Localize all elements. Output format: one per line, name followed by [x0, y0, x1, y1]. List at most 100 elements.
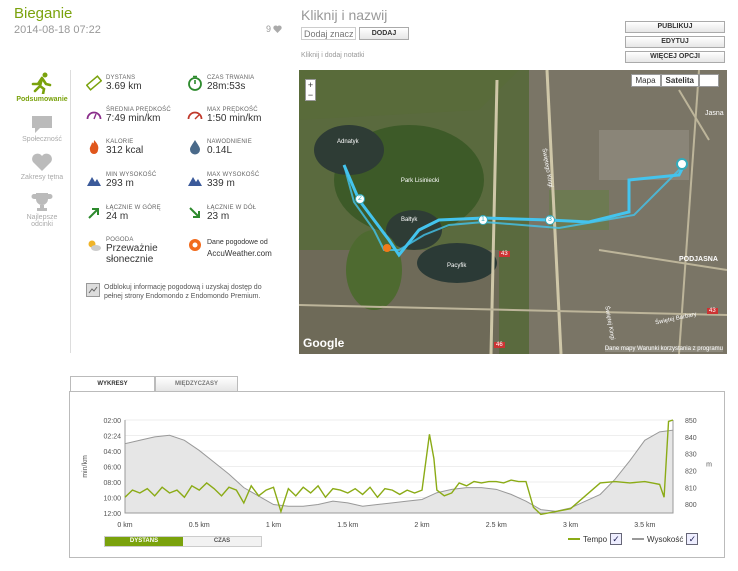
- heart-icon: [32, 153, 52, 171]
- map-type-satellite-button[interactable]: Satelita: [660, 74, 699, 87]
- y-left-tick-label: 06:00: [103, 465, 121, 472]
- stat-avg-pace: ŚREDNIA PRĘDKOŚĆ 7:49 min/km: [86, 107, 171, 124]
- road-badge: 43: [707, 308, 718, 314]
- y-left-tick-label: 04:00: [103, 449, 121, 456]
- x-tick-label: 1 km: [266, 522, 281, 529]
- accuweather-icon: [189, 239, 201, 251]
- runner-icon: [31, 72, 52, 94]
- stat-hydration: NAWODNIENIE 0.14L: [187, 139, 252, 156]
- more-options-button[interactable]: WIĘCEJ OPCJI: [625, 51, 725, 63]
- y-right-tick-label: 820: [685, 469, 697, 476]
- legend-swatch: [632, 538, 644, 540]
- sun-cloud-icon: [88, 240, 101, 251]
- x-tick-label: 3.5 km: [634, 522, 655, 529]
- speech-bubble-icon: [32, 116, 52, 133]
- sidebar-item-heart-zones[interactable]: Zakresy tętna: [14, 152, 70, 181]
- x-axis-distance-button[interactable]: DYSTANS: [105, 537, 183, 546]
- sidebar-item-label: Najlepsze odcinki: [26, 214, 58, 228]
- workout-name-field[interactable]: Kliknij i nazwij: [301, 7, 388, 23]
- legend-tempo: Tempo ✓: [568, 533, 623, 545]
- map-attribution[interactable]: Dane mapy Warunki korzystania z programu: [604, 346, 723, 352]
- y-left-axis-label: min/km: [82, 455, 89, 478]
- workout-date: 2014-08-18 07:22: [14, 24, 101, 36]
- stat-calories: KALORIE 312 kcal: [86, 139, 143, 156]
- sidebar-item-summary[interactable]: Podsumowanie: [14, 72, 70, 103]
- x-axis-time-button[interactable]: CZAS: [183, 537, 261, 546]
- legend-altitude: Wysokość ✓: [632, 533, 699, 545]
- road-badge: 43: [499, 251, 510, 257]
- publish-button[interactable]: PUBLIKUJ: [625, 21, 725, 33]
- tab-charts[interactable]: WYKRESY: [70, 376, 155, 392]
- zoom-in-button[interactable]: +: [307, 80, 314, 90]
- map-type-map-button[interactable]: Mapa: [630, 74, 661, 87]
- ruler-icon: [86, 75, 102, 91]
- y-left-tick-label: 08:00: [103, 480, 121, 487]
- gauge-max-icon: [187, 111, 203, 120]
- tab-splits[interactable]: MIĘDZYCZASY: [155, 376, 238, 392]
- legend-label: Wysokość: [647, 534, 684, 544]
- mountain-icon: [188, 177, 202, 186]
- stat-weather-source[interactable]: Dane pogodowe od AccuWeather.com: [187, 237, 272, 259]
- tag-input[interactable]: [301, 27, 356, 40]
- route-map[interactable]: + − Mapa Satelita Adnatyk Park Lisiniecki…: [299, 70, 727, 354]
- tempo-checkbox[interactable]: ✓: [610, 533, 623, 545]
- y-right-tick-label: 830: [685, 452, 697, 459]
- tempo-series: [124, 419, 674, 516]
- km-marker[interactable]: 2: [355, 194, 365, 204]
- map-label: PODJASNA: [679, 256, 718, 263]
- map-fullscreen-button[interactable]: [699, 74, 719, 87]
- y-left-tick-label: 12:00: [103, 511, 121, 518]
- y-right-tick-label: 850: [685, 418, 697, 425]
- km-marker[interactable]: 3: [545, 215, 555, 225]
- stat-duration: CZAS TRWANIA 28m:53s: [187, 75, 254, 92]
- x-tick-label: 1.5 km: [337, 522, 358, 529]
- flame-icon: [89, 140, 99, 154]
- y-right-tick-label: 800: [685, 502, 697, 509]
- edit-button[interactable]: EDYTUJ: [625, 36, 725, 48]
- map-type-controls: Mapa Satelita: [630, 74, 719, 87]
- x-tick-label: 0 km: [117, 522, 132, 529]
- sidebar-item-best-laps[interactable]: Najlepsze odcinki: [14, 192, 70, 228]
- altitude-checkbox[interactable]: ✓: [686, 533, 699, 545]
- y-left-tick-label: 10:00: [103, 496, 121, 503]
- trophy-icon: [31, 193, 53, 211]
- unlock-icon: [86, 283, 100, 297]
- y-right-tick-label: 840: [685, 435, 697, 442]
- map-label: Pacyfik: [447, 263, 467, 269]
- map-label: Bałtyk: [401, 217, 418, 223]
- km-marker[interactable]: 1: [478, 215, 488, 225]
- satellite-imagery: [299, 70, 727, 354]
- finish-marker[interactable]: [383, 244, 391, 252]
- zoom-out-button[interactable]: −: [307, 90, 314, 100]
- x-axis-toggle: DYSTANS CZAS: [104, 536, 262, 547]
- map-label: Adnatyk: [337, 139, 359, 145]
- arrow-up-icon: [88, 208, 99, 219]
- start-marker[interactable]: [676, 158, 688, 170]
- stat-max-pace: MAX PRĘDKOŚĆ 1:50 min/km: [187, 107, 261, 124]
- x-tick-label: 3 km: [563, 522, 578, 529]
- zoom-controls[interactable]: + −: [305, 79, 316, 101]
- y-left-tick-label: 02:24: [103, 434, 121, 441]
- stat-ascent: ŁĄCZNIE W GÓRĘ 24 m: [86, 205, 161, 222]
- stat-descent: ŁĄCZNIE W DÓŁ 23 m: [187, 205, 256, 222]
- water-drop-icon: [190, 140, 200, 155]
- workout-title: Bieganie: [14, 5, 73, 22]
- stat-max-altitude: MAX WYSOKOŚĆ 339 m: [187, 172, 259, 189]
- arrow-down-icon: [189, 207, 200, 218]
- sidebar-divider: [70, 70, 71, 353]
- map-label: Park Lisiniecki: [400, 178, 440, 184]
- promo-text: Odblokuj informację pogodową i uzyskaj d…: [104, 284, 262, 300]
- likes-count[interactable]: 9: [266, 24, 282, 34]
- legend-swatch: [568, 538, 580, 540]
- sidebar-item-label: Społeczność: [22, 136, 62, 143]
- stopwatch-icon: [188, 75, 202, 91]
- altitude-series: [124, 429, 674, 514]
- add-tag-button[interactable]: DODAJ: [359, 27, 409, 40]
- sidebar-item-community[interactable]: Społeczność: [14, 114, 70, 143]
- premium-promo[interactable]: Odblokuj informację pogodową i uzyskaj d…: [86, 283, 282, 301]
- y-left-tick-label: 02:00: [103, 418, 121, 425]
- notes-field[interactable]: Kliknij i dodaj notatki: [301, 52, 365, 59]
- stat-weather: POGODA Przeważnie słonecznie: [86, 237, 186, 265]
- stat-distance: DYSTANS 3.69 km: [86, 75, 142, 92]
- pace-altitude-chart: 02:00 02:24 04:00 06:00 08:00 10:00 12:00 850 84…: [82, 418, 712, 529]
